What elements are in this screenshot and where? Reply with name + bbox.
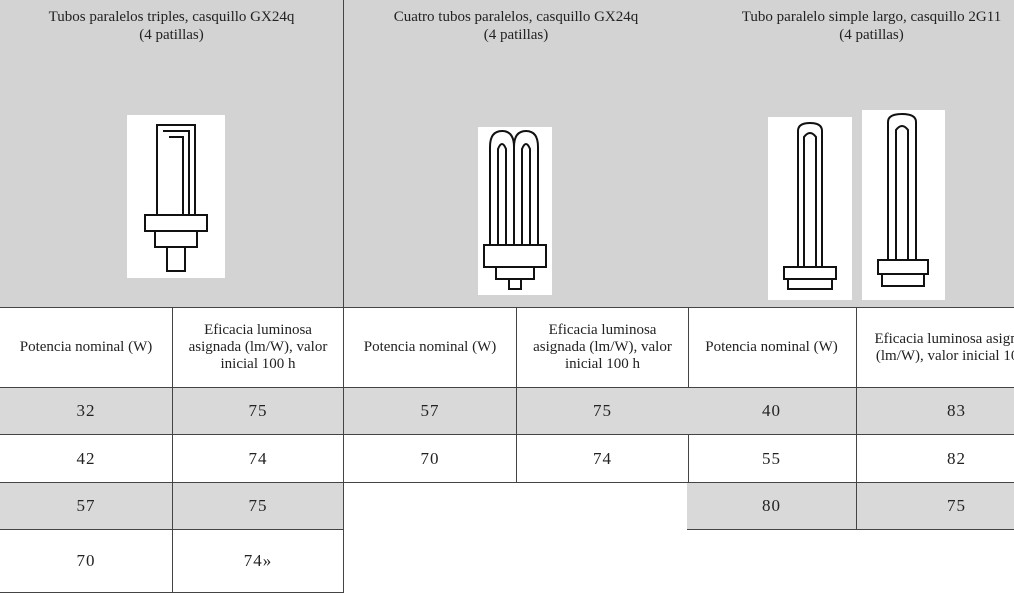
cell-power: 70 [0, 530, 173, 593]
cell-power: 42 [0, 435, 173, 483]
cell-efficacy: 75 [173, 388, 344, 435]
lamp-image [478, 127, 552, 295]
cell-efficacy: 74» [173, 530, 344, 593]
header-note: (4 patillas) [484, 26, 549, 44]
column-header: Eficacia luminosa asignada (lm/W), valor… [857, 308, 1014, 388]
cell-power: 57 [0, 483, 173, 530]
column-header: Eficacia luminosa asignada (lm/W), valor… [173, 308, 344, 388]
column-header: Eficacia luminosa asignada (lm/W), valor… [517, 308, 689, 388]
cell-power: 32 [0, 388, 173, 435]
lamp-image [127, 115, 225, 278]
cell-efficacy: 75 [517, 388, 689, 435]
header-title: Tubo paralelo simple largo, casquillo 2G… [742, 8, 1001, 26]
column-header: Potencia nominal (W) [344, 308, 517, 388]
cell-power: 80 [687, 483, 857, 530]
lamp-image [768, 117, 852, 300]
lamp-image [862, 110, 945, 300]
header-title: Cuatro tubos paralelos, casquillo GX24q [394, 8, 639, 26]
cell-power: 55 [687, 435, 857, 483]
cell-efficacy: 75 [173, 483, 344, 530]
header-title: Tubos paralelos triples, casquillo GX24q [49, 8, 295, 26]
cell-power: 70 [344, 435, 517, 483]
cell-power: 57 [344, 388, 517, 435]
cell-power: 40 [687, 388, 857, 435]
column-header: Potencia nominal (W) [687, 308, 857, 388]
header-note: (4 patillas) [139, 26, 204, 44]
header-note: (4 patillas) [839, 26, 904, 44]
cell-efficacy: 83 [857, 388, 1014, 435]
cell-efficacy: 75 [857, 483, 1014, 530]
column-header: Potencia nominal (W) [0, 308, 173, 388]
cell-efficacy: 74 [173, 435, 344, 483]
cell-efficacy: 74 [517, 435, 689, 483]
cell-efficacy: 82 [857, 435, 1014, 483]
